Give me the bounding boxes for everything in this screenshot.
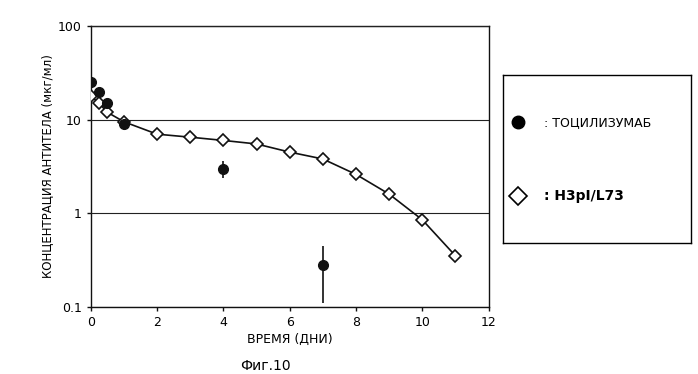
Text: : H3pI/L73: : H3pI/L73 [544, 189, 624, 203]
X-axis label: ВРЕМЯ (ДНИ): ВРЕМЯ (ДНИ) [247, 333, 332, 346]
Text: Фиг.10: Фиг.10 [240, 359, 290, 373]
Y-axis label: КОНЦЕНТРАЦИЯ АНТИТЕЛА (мкг/мл): КОНЦЕНТРАЦИЯ АНТИТЕЛА (мкг/мл) [40, 55, 54, 278]
Text: : ТОЦИЛИЗУМАБ: : ТОЦИЛИЗУМАБ [544, 116, 651, 129]
